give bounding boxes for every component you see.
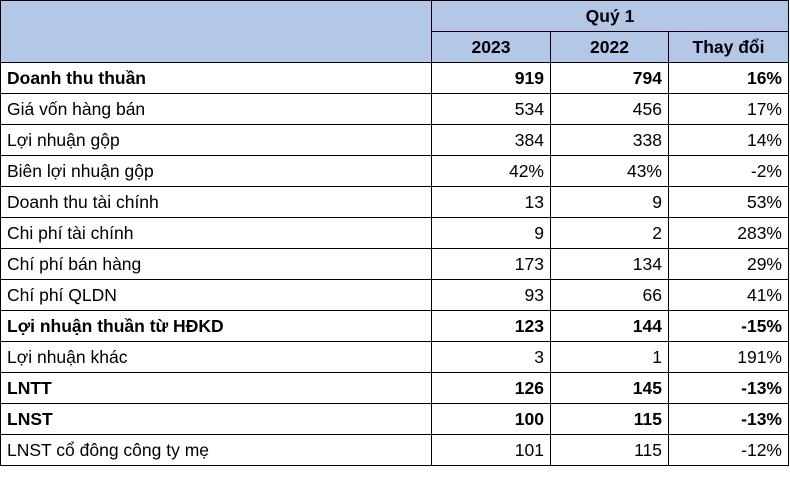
value-2022: 115 [550, 403, 669, 435]
value-2022: 43% [550, 155, 669, 187]
column-header-2022: 2022 [550, 31, 669, 63]
value-2023: 42% [431, 155, 551, 187]
value-change: -12% [668, 434, 789, 466]
row-label: Biên lợi nhuận gộp [0, 155, 432, 187]
value-2023: 3 [431, 341, 551, 373]
value-change: 41% [668, 279, 789, 311]
row-label: LNST [0, 403, 432, 435]
row-label: Chi phí tài chính [0, 217, 432, 249]
value-2023: 534 [431, 93, 551, 125]
value-2022: 145 [550, 372, 669, 404]
value-change: -15% [668, 310, 789, 342]
table-header: Quý 1 2023 2022 Thay đổi [0, 0, 789, 63]
row-label: Lợi nhuận thuần từ HĐKD [0, 310, 432, 342]
table-row: Doanh thu thuần 919 794 16% [0, 62, 789, 94]
value-2023: 101 [431, 434, 551, 466]
row-label: Doanh thu thuần [0, 62, 432, 94]
table-body: Doanh thu thuần 919 794 16% Giá vốn hàng bán… [0, 62, 789, 466]
value-2022: 115 [550, 434, 669, 466]
table-row: LNTT 126 145 -13% [0, 372, 789, 404]
value-2022: 2 [550, 217, 669, 249]
value-2023: 100 [431, 403, 551, 435]
value-2022: 456 [550, 93, 669, 125]
value-change: 16% [668, 62, 789, 94]
value-2023: 13 [431, 186, 551, 218]
row-label: Lợi nhuận gộp [0, 124, 432, 156]
header-row-columns: 2023 2022 Thay đổi [1, 31, 789, 63]
value-change: 14% [668, 124, 789, 156]
table-row: Lợi nhuận khác 3 1 191% [0, 341, 789, 373]
value-2023: 123 [431, 310, 551, 342]
value-change: -13% [668, 403, 789, 435]
value-2023: 9 [431, 217, 551, 249]
value-change: 283% [668, 217, 789, 249]
table-row: Lợi nhuận gộp 384 338 14% [0, 124, 789, 156]
row-label: Giá vốn hàng bán [0, 93, 432, 125]
value-2022: 1 [550, 341, 669, 373]
value-2022: 144 [550, 310, 669, 342]
value-change: 53% [668, 186, 789, 218]
row-label: Doanh thu tài chính [0, 186, 432, 218]
value-change: -13% [668, 372, 789, 404]
row-label: LNST cổ đông công ty mẹ [0, 434, 432, 466]
table-row: Biên lợi nhuận gộp 42% 43% -2% [0, 155, 789, 187]
table-row: Chí phí bán hàng 173 134 29% [0, 248, 789, 280]
table-row: LNST 100 115 -13% [0, 403, 789, 435]
table-row: Giá vốn hàng bán 534 456 17% [0, 93, 789, 125]
value-change: 29% [668, 248, 789, 280]
income-statement-table: Quý 1 2023 2022 Thay đổi Doanh thu thuần… [0, 0, 789, 466]
value-change: -2% [668, 155, 789, 187]
value-change: 191% [668, 341, 789, 373]
header-corner-cell [0, 0, 432, 63]
row-label: Chí phí bán hàng [0, 248, 432, 280]
row-label: LNTT [0, 372, 432, 404]
table-row: Chí phí QLDN 93 66 41% [0, 279, 789, 311]
value-2022: 338 [550, 124, 669, 156]
table-row: Lợi nhuận thuần từ HĐKD 123 144 -15% [0, 310, 789, 342]
value-2023: 126 [431, 372, 551, 404]
period-header: Quý 1 [431, 0, 789, 32]
value-2023: 384 [431, 124, 551, 156]
value-2022: 66 [550, 279, 669, 311]
table-row: Chi phí tài chính 9 2 283% [0, 217, 789, 249]
column-header-change: Thay đổi [668, 31, 789, 63]
value-2023: 93 [431, 279, 551, 311]
value-2023: 173 [431, 248, 551, 280]
value-2022: 794 [550, 62, 669, 94]
row-label: Chí phí QLDN [0, 279, 432, 311]
value-change: 17% [668, 93, 789, 125]
table-row: Doanh thu tài chính 13 9 53% [0, 186, 789, 218]
value-2023: 919 [431, 62, 551, 94]
value-2022: 134 [550, 248, 669, 280]
row-label: Lợi nhuận khác [0, 341, 432, 373]
value-2022: 9 [550, 186, 669, 218]
column-header-2023: 2023 [431, 31, 551, 63]
table-row: LNST cổ đông công ty mẹ 101 115 -12% [0, 434, 789, 466]
header-row-period: Quý 1 [0, 0, 789, 63]
